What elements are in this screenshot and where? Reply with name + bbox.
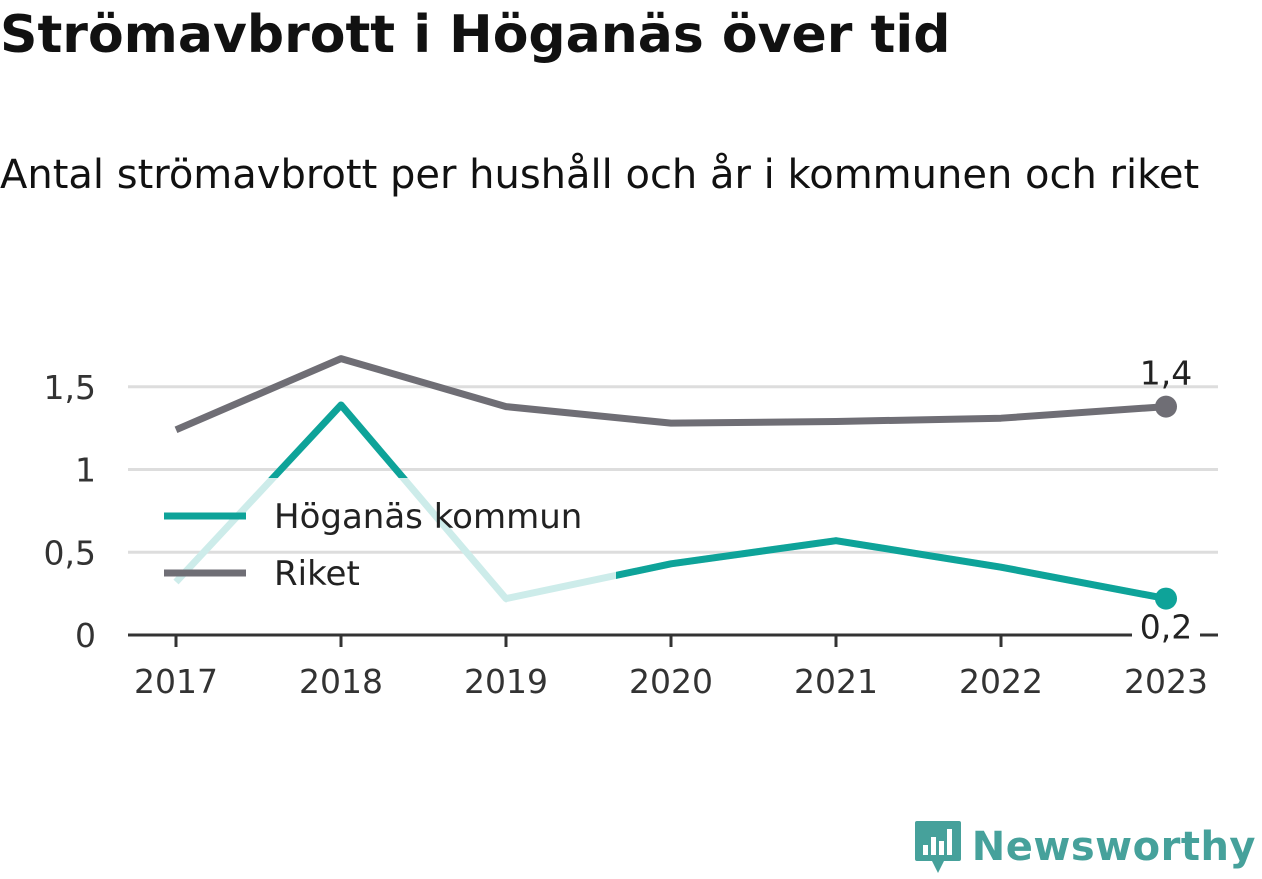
series-line-riket xyxy=(174,355,1167,433)
legend-item-riket: Riket xyxy=(164,554,360,594)
end-label-hoganas: 0,2 xyxy=(1140,608,1192,647)
x-tick-label: 2022 xyxy=(959,662,1043,701)
brand-name: Newsworthy xyxy=(971,824,1256,870)
end-point-riket xyxy=(1155,395,1177,418)
legend-label: Höganäs kommun xyxy=(274,497,582,537)
x-tick-label: 2019 xyxy=(464,662,548,701)
newsworthy-logo-icon xyxy=(914,821,961,873)
x-axis-ticks: 2017 2018 2019 2020 2021 2022 2023 xyxy=(128,633,1218,701)
end-label-riket: 1,4 xyxy=(1140,354,1192,393)
y-tick-label: 1 xyxy=(75,451,96,490)
grid-lines xyxy=(128,385,1218,554)
legend-label: Riket xyxy=(274,554,360,594)
legend: Höganäs kommun Riket xyxy=(164,497,582,594)
y-tick-label: 0 xyxy=(75,616,96,655)
series-line-hoganas xyxy=(173,401,1167,603)
chart-subtitle: Antal strömavbrott per hushåll och år i … xyxy=(0,152,1200,198)
y-tick-label: 0,5 xyxy=(44,533,96,572)
x-tick-label: 2021 xyxy=(794,662,878,701)
x-tick-label: 2023 xyxy=(1124,662,1208,701)
end-point-hoganas xyxy=(1155,587,1177,610)
chart-title: Strömavbrott i Höganäs över tid xyxy=(0,5,951,65)
legend-item-hoganas: Höganäs kommun xyxy=(164,497,582,537)
series-lines xyxy=(173,355,1177,610)
y-axis-ticks: 0 0,5 1 1,5 xyxy=(44,368,96,655)
x-tick-label: 2018 xyxy=(299,662,383,701)
brand-footer: Newsworthy xyxy=(914,819,1256,875)
y-tick-label: 1,5 xyxy=(44,368,96,407)
end-labels: 1,4 0,2 xyxy=(1132,354,1200,651)
x-tick-label: 2020 xyxy=(629,662,713,701)
x-tick-label: 2017 xyxy=(134,662,218,701)
end-label-background xyxy=(1132,610,1200,651)
